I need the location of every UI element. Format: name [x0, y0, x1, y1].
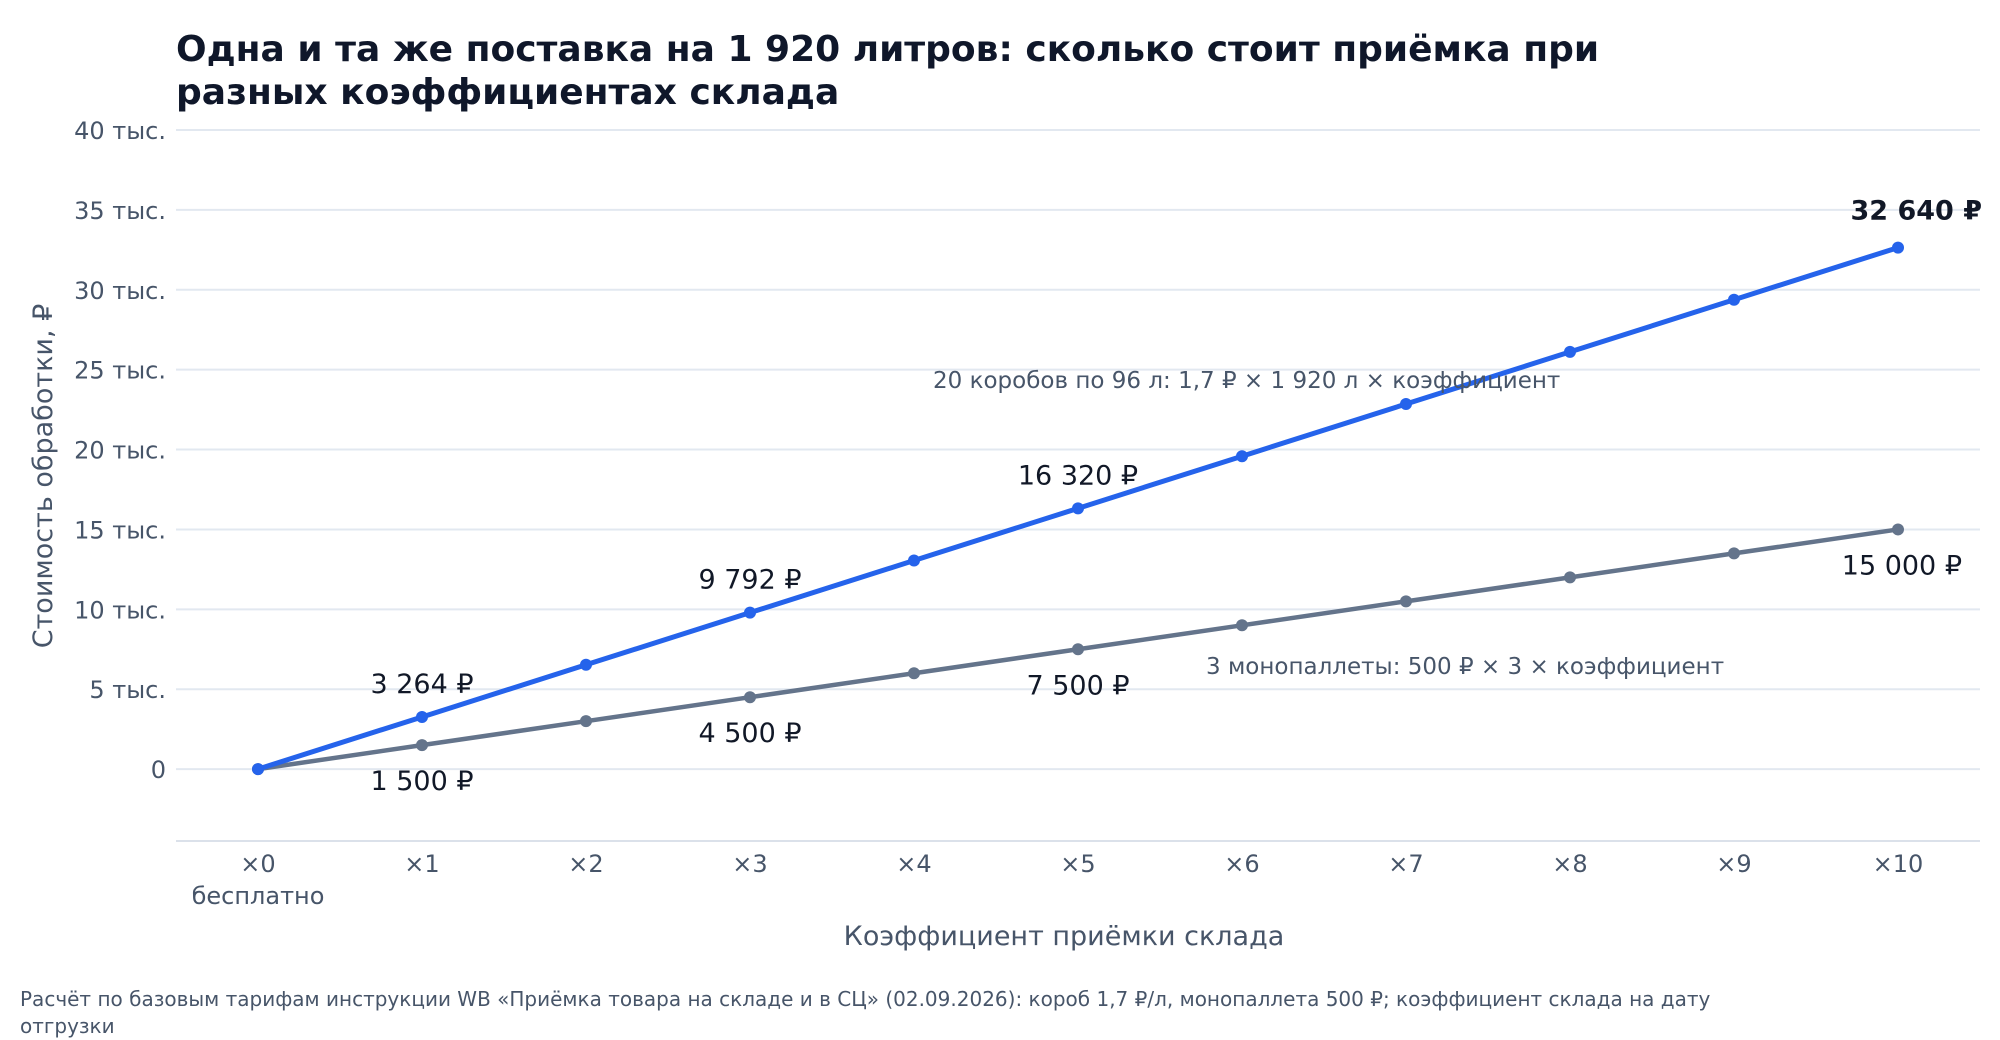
- y-tick-label: 10 тыс.: [74, 596, 166, 624]
- pallets-data-label: 7 500 ₽: [1026, 670, 1129, 701]
- pallets-data-point: [580, 715, 592, 728]
- chart-title-line-2: разных коэффициентах склада: [176, 72, 839, 113]
- boxes-data-point: [416, 710, 428, 723]
- boxes-data-point: [252, 763, 264, 776]
- pallets-data-label: 4 500 ₽: [698, 718, 801, 749]
- boxes-data-point: [580, 658, 592, 671]
- pallets-data-point: [1564, 571, 1576, 584]
- data-labels: 3 264 ₽ 9 792 ₽ 16 320 ₽ 32 640 ₽ 1 500 ₽ 4 5…: [370, 196, 1982, 798]
- boxes-data-label: 32 640 ₽: [1850, 196, 1982, 227]
- y-axis-label: Стоимость обработки, ₽: [28, 304, 59, 649]
- boxes-data-label: 9 792 ₽: [698, 565, 801, 596]
- x-tick-label: ×8: [1552, 850, 1587, 878]
- series-lines: [252, 241, 1904, 776]
- boxes-data-point: [1728, 293, 1740, 306]
- boxes-series-annotation: 20 коробов по 96 л: 1,7 ₽ × 1 920 л × ко…: [933, 368, 1560, 394]
- pallets-data-point: [908, 667, 920, 680]
- x-tick-label: ×1: [404, 850, 439, 878]
- y-tick-label: 30 тыс.: [74, 277, 166, 305]
- x-tick-label: ×9: [1716, 850, 1751, 878]
- x-tick-label: ×5: [1060, 850, 1095, 878]
- boxes-data-point: [1892, 241, 1904, 254]
- boxes-data-point: [744, 606, 756, 619]
- y-tick-label: 15 тыс.: [74, 516, 166, 544]
- pallets-data-point: [1400, 595, 1412, 608]
- y-tick-label: 40 тыс.: [74, 117, 166, 145]
- boxes-data-point: [1236, 450, 1248, 463]
- x-tick-label: ×3: [732, 850, 767, 878]
- x-tick-label: ×4: [896, 850, 931, 878]
- pallets-data-label: 1 500 ₽: [370, 766, 473, 797]
- boxes-data-point: [1400, 398, 1412, 411]
- footnote-line-1: Расчёт по базовым тарифам инструкции WB …: [20, 987, 1711, 1011]
- y-tick-label: 5 тыс.: [89, 676, 166, 704]
- y-tick-label: 35 тыс.: [74, 197, 166, 225]
- boxes-data-point: [1072, 502, 1084, 515]
- pallets-data-point: [1728, 547, 1740, 560]
- footnote-line-2: отгрузки: [20, 1014, 115, 1038]
- pallets-data-point: [1072, 643, 1084, 656]
- y-tick-label: 25 тыс.: [74, 357, 166, 385]
- boxes-data-label: 16 320 ₽: [1018, 460, 1138, 491]
- x-tick-label: ×2: [568, 850, 603, 878]
- pallets-data-point: [416, 739, 428, 752]
- chart-title-line-1: Одна и та же поставка на 1 920 литров: с…: [176, 29, 1599, 70]
- pallets-data-label: 15 000 ₽: [1842, 550, 1962, 581]
- x-tick-labels: ×0 ×1 ×2 ×3 ×4 ×5 ×6 ×7 ×8 ×9 ×10 бесплатно: [192, 850, 1924, 910]
- x-axis-label: Коэффициент приёмки склада: [844, 921, 1285, 952]
- pallets-data-point: [744, 691, 756, 704]
- boxes-data-point: [908, 554, 920, 567]
- x-tick-sublabel: бесплатно: [192, 882, 325, 910]
- pallets-series-annotation: 3 монопаллеты: 500 ₽ × 3 × коэффициент: [1206, 654, 1724, 680]
- boxes-data-point: [1564, 345, 1576, 358]
- x-tick-label: ×0: [240, 850, 275, 878]
- boxes-data-label: 3 264 ₽: [370, 669, 473, 700]
- x-tick-label: ×7: [1388, 850, 1423, 878]
- pallets-data-point: [1892, 523, 1904, 536]
- x-tick-label: ×6: [1224, 850, 1259, 878]
- y-tick-label: 0: [151, 756, 166, 784]
- x-tick-label: ×10: [1873, 850, 1924, 878]
- y-tick-labels: 0 5 тыс. 10 тыс. 15 тыс. 20 тыс. 25 тыс. 30 ты…: [74, 117, 166, 784]
- y-tick-label: 20 тыс.: [74, 437, 166, 465]
- pallets-data-point: [1236, 619, 1248, 632]
- grid-lines: [176, 129, 1980, 771]
